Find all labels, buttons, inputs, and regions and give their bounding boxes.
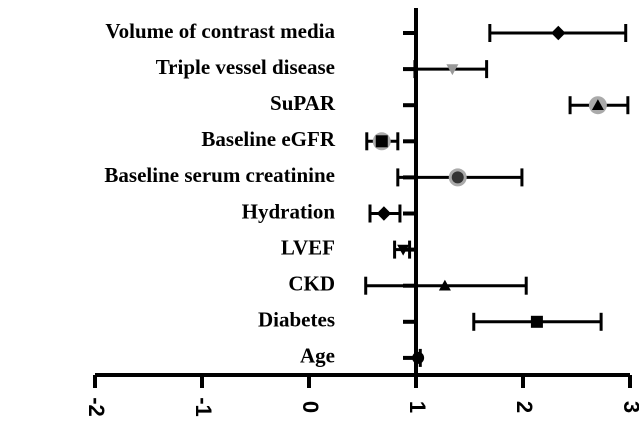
point: [397, 244, 410, 256]
row-label: SuPAR: [270, 91, 336, 115]
x-tick-label: 3: [619, 401, 639, 413]
row-label: Triple vessel disease: [156, 55, 335, 79]
row-label: LVEF: [281, 235, 335, 259]
x-tick-label: 0: [298, 401, 323, 413]
point: [376, 206, 392, 221]
row-label: Volume of contrast media: [105, 19, 335, 43]
x-tick-label: -2: [84, 397, 109, 417]
row-label: Diabetes: [258, 308, 335, 332]
point: [530, 315, 543, 328]
point: [446, 64, 459, 76]
point: [451, 171, 464, 184]
point: [412, 351, 425, 364]
row-label: Age: [300, 344, 335, 368]
point: [551, 25, 566, 41]
x-tick-label: 2: [512, 401, 537, 413]
row-label: Baseline eGFR: [201, 127, 335, 151]
x-tick-label: 1: [405, 401, 430, 413]
point: [375, 135, 388, 148]
point: [591, 99, 604, 110]
x-tick-label: -1: [191, 397, 216, 417]
row-label: Hydration: [242, 199, 336, 223]
row-label: CKD: [288, 272, 335, 296]
point: [438, 279, 451, 291]
row-label: Baseline serum creatinine: [104, 163, 335, 187]
